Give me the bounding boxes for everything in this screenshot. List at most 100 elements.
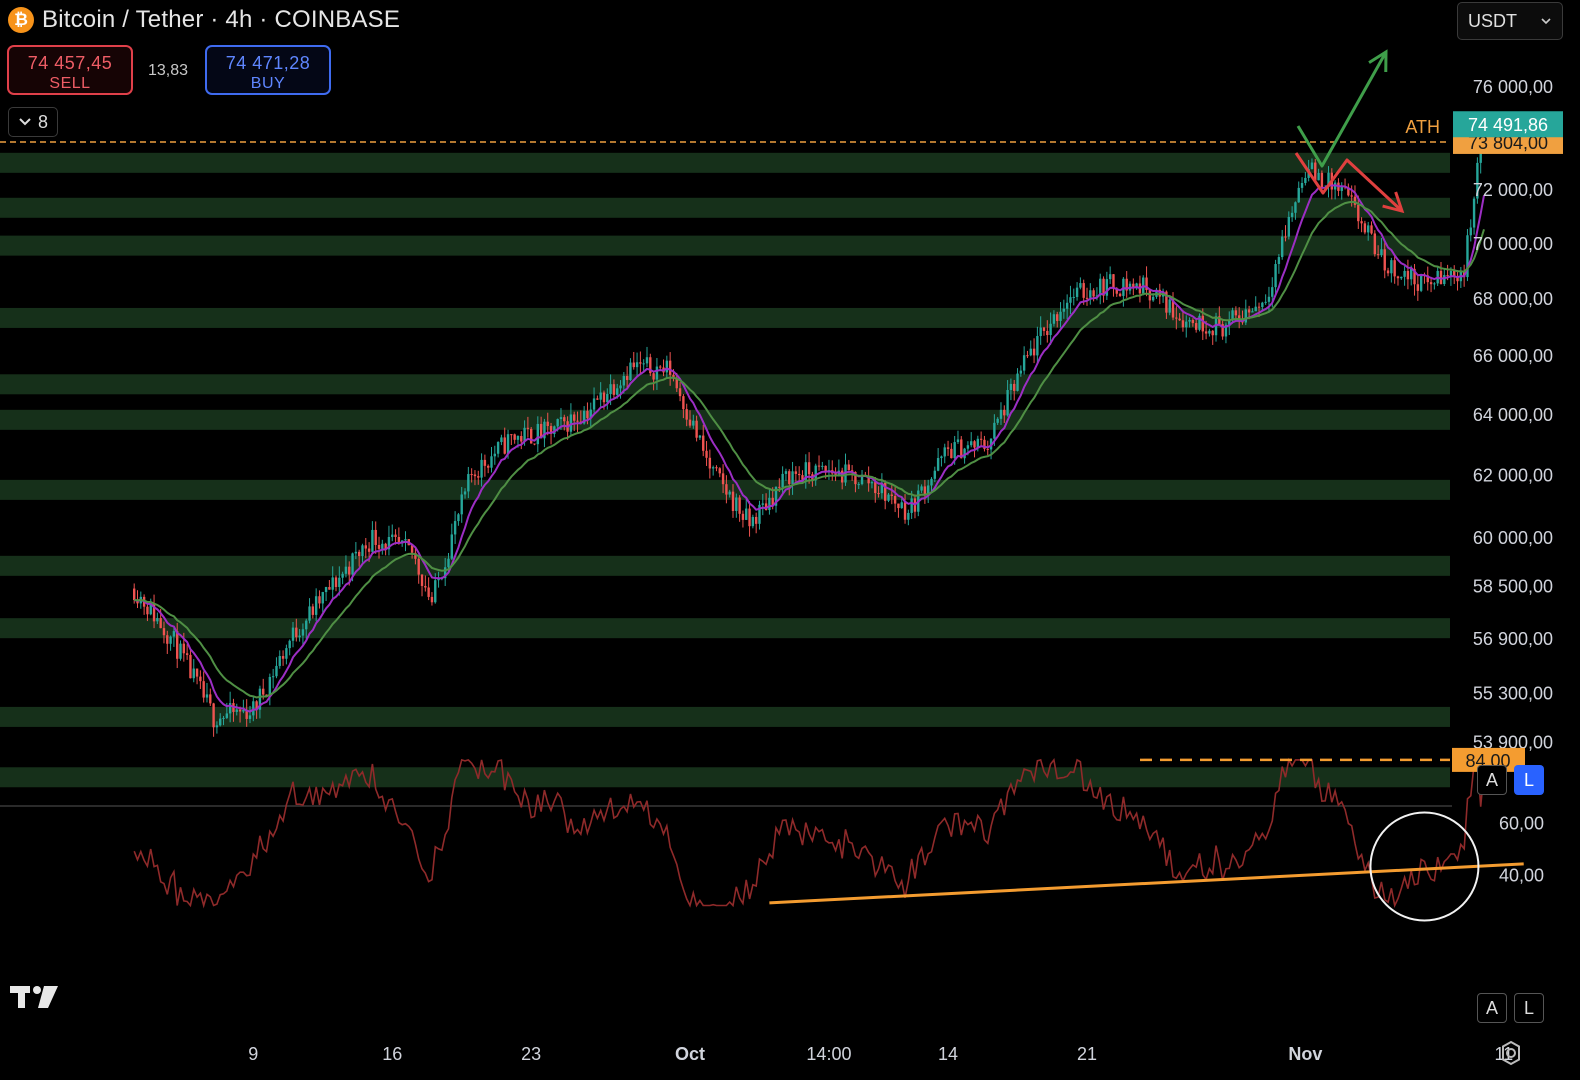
rsi-auto-scale-button[interactable]: A <box>1477 993 1507 1023</box>
candle-body <box>1439 270 1443 285</box>
time-tick-label: 14 <box>938 1044 958 1064</box>
candle-body <box>1261 302 1264 308</box>
candle-body <box>973 441 976 448</box>
candle-body <box>721 473 725 485</box>
candle-body <box>1479 147 1482 163</box>
candle-body <box>1118 293 1122 296</box>
candle-body <box>394 534 397 538</box>
rsi-log-scale-button[interactable]: L <box>1514 993 1544 1023</box>
candle-body <box>1065 302 1069 309</box>
candle-body <box>1453 270 1456 277</box>
sell-button[interactable]: 74 457,45 SELL <box>7 45 133 95</box>
candle-body <box>682 396 685 410</box>
candle-body <box>192 668 195 679</box>
candle-body <box>457 514 460 522</box>
ath-label: ATH <box>1405 117 1440 137</box>
candle-body <box>1314 162 1317 181</box>
candle-body <box>1029 348 1032 356</box>
candle-body <box>546 421 549 427</box>
candle-body <box>1112 274 1115 289</box>
settings-icon[interactable] <box>1498 1040 1524 1066</box>
candle-body <box>890 494 894 496</box>
candle-body <box>1178 318 1181 321</box>
candle-body <box>563 417 566 422</box>
candle-body <box>195 668 199 677</box>
candle-body <box>860 474 864 485</box>
candle-body <box>807 462 811 475</box>
candle-body <box>923 486 927 496</box>
sr-zone-6 <box>0 479 1450 500</box>
candle-body <box>1317 172 1320 181</box>
candle-body <box>1300 182 1304 188</box>
candle-body <box>483 459 487 466</box>
candle-body <box>659 366 662 368</box>
candle-body <box>606 393 609 403</box>
candle-body <box>1036 336 1039 356</box>
candle-body <box>602 392 606 403</box>
candle-body <box>1380 249 1383 256</box>
candle-body <box>979 438 983 440</box>
sr-zone-5 <box>0 409 1450 430</box>
bullish-arrow <box>1296 51 1388 168</box>
candle-body <box>354 551 358 554</box>
candle-body <box>1390 260 1393 274</box>
candle-body <box>642 363 645 365</box>
candle-body <box>791 471 794 484</box>
candle-body <box>927 485 930 496</box>
candle-body <box>612 384 616 395</box>
candle-body <box>999 409 1003 419</box>
candle-body <box>1181 320 1185 328</box>
candle-body <box>1165 291 1168 313</box>
candle-body <box>1224 324 1228 337</box>
candle-body <box>1132 283 1135 289</box>
candle-body <box>1449 270 1453 276</box>
candle-body <box>784 471 788 474</box>
ath-line-group: ATH <box>0 117 1450 143</box>
candle-body <box>1469 227 1472 236</box>
candle-body <box>1350 195 1353 197</box>
candle-body <box>950 448 953 459</box>
candle-body <box>639 362 642 364</box>
currency-select[interactable]: USDT <box>1457 2 1563 40</box>
candle-body <box>205 694 209 698</box>
candle-body <box>182 643 186 654</box>
candle-body <box>1433 283 1436 285</box>
candle-body <box>367 548 371 552</box>
candle-body <box>506 434 510 454</box>
candle-body <box>1145 277 1148 291</box>
candle-body <box>503 437 506 454</box>
price-axis[interactable]: 53 900,00 55 300,00 56 900,00 58 500,00 60 0… <box>1453 77 1563 753</box>
candle-body <box>328 587 331 590</box>
candle-body <box>334 577 338 587</box>
auto-scale-button[interactable]: A <box>1477 765 1507 795</box>
candle-body <box>903 502 907 520</box>
candle-body <box>741 513 745 520</box>
candle-body <box>258 688 262 710</box>
time-tick-label: 9 <box>248 1044 258 1064</box>
buy-button[interactable]: 74 471,28 BUY <box>205 45 331 95</box>
indicators-toggle[interactable]: 8 <box>8 107 58 137</box>
candle-body <box>883 482 887 501</box>
candle-body <box>384 543 387 550</box>
candle-body <box>556 419 559 427</box>
candle-body <box>248 715 252 719</box>
candle-body <box>371 529 374 552</box>
candle-body <box>635 362 639 368</box>
candle-body <box>705 450 708 458</box>
candle-body <box>467 474 470 492</box>
candle-body <box>1419 274 1423 291</box>
log-scale-button[interactable]: L <box>1514 765 1544 795</box>
candle-body <box>308 606 311 621</box>
candle-body <box>1221 324 1224 337</box>
candle-body <box>751 516 755 527</box>
candle-body <box>986 448 989 450</box>
symbol-title[interactable]: Bitcoin / Tether · 4h · COINBASE <box>42 6 401 33</box>
candle-body <box>619 385 622 389</box>
candle-body <box>887 494 890 501</box>
candle-body <box>609 384 612 394</box>
candle-body <box>735 497 738 512</box>
candle-body <box>1360 221 1363 224</box>
candle-body <box>1082 283 1085 298</box>
price-tick-label: 53 900,00 <box>1473 733 1553 753</box>
